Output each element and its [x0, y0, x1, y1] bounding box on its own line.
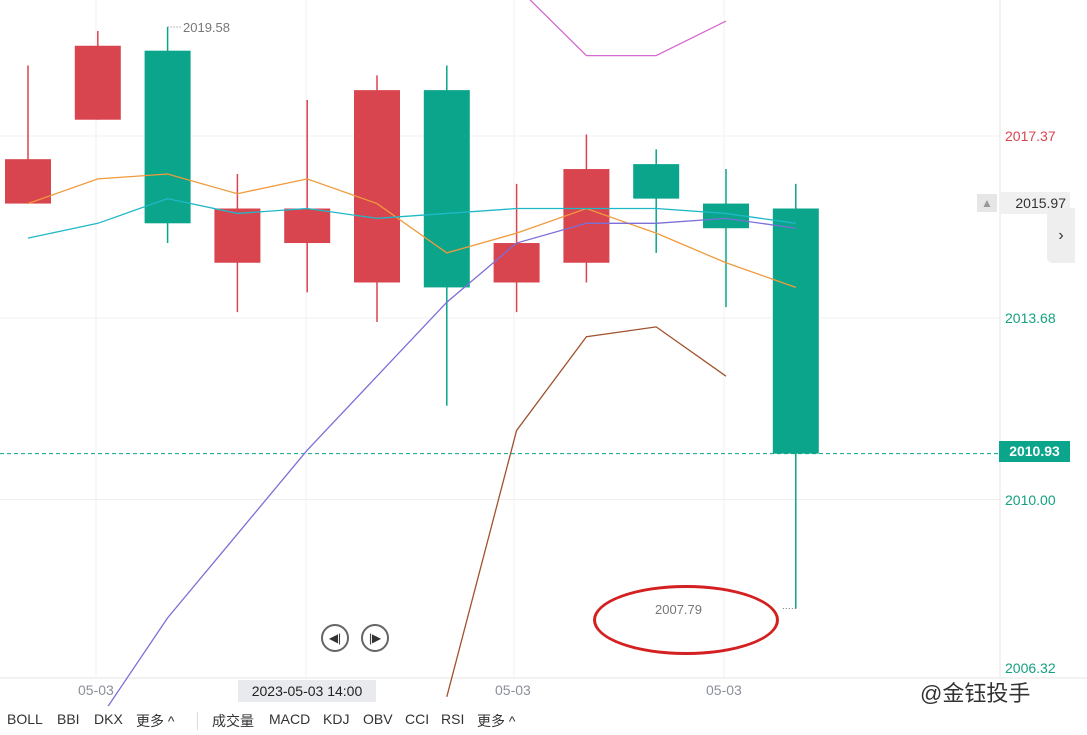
- candle-body: [5, 159, 51, 204]
- candle-body: [493, 243, 540, 283]
- candle-body: [633, 164, 680, 199]
- tab-more-sub[interactable]: 更多 ^: [477, 713, 516, 729]
- tab-cci[interactable]: CCI: [405, 711, 430, 727]
- tab-bbi[interactable]: BBI: [57, 711, 80, 727]
- skip-to-start-icon[interactable]: ◀|: [321, 624, 349, 652]
- candlestick-chart[interactable]: [0, 0, 1087, 706]
- time-label: 05-03: [495, 682, 531, 698]
- price-label-bottom: 2006.32: [1005, 660, 1056, 676]
- play-next-icon[interactable]: |▶: [361, 624, 389, 652]
- indicator-tab-bar: BOLL BBI DKX 更多 ^ 成交量 MACD KDJ OBV CCI R…: [0, 706, 1087, 735]
- price-label-high: 2017.37: [1005, 128, 1056, 144]
- tab-divider: [197, 712, 198, 730]
- indicator-line: [27, 197, 796, 239]
- price-label-mid: 2013.68: [1005, 310, 1056, 326]
- indicator-line: [446, 326, 727, 697]
- tab-macd[interactable]: MACD: [269, 711, 311, 727]
- tab-kdj[interactable]: KDJ: [323, 711, 350, 727]
- candle-body: [354, 90, 400, 283]
- annotation-circle: [593, 585, 779, 655]
- price-label-low: 2010.00: [1005, 492, 1056, 508]
- tab-rsi[interactable]: RSI: [441, 711, 465, 727]
- candle-body: [563, 169, 610, 263]
- time-label: 05-03: [78, 682, 114, 698]
- cursor-date-label: 2023-05-03 14:00: [238, 680, 376, 702]
- candle-body: [284, 208, 331, 244]
- high-marker-label: 2019.58: [183, 20, 230, 35]
- chevron-right-icon[interactable]: ›: [1047, 208, 1075, 263]
- tab-obv[interactable]: OBV: [363, 711, 393, 727]
- indicator-line: [107, 217, 796, 706]
- indicator-line: [529, 0, 727, 57]
- tab-more-main[interactable]: 更多 ^: [136, 713, 175, 729]
- candle-body: [214, 208, 261, 263]
- time-label: 05-03: [706, 682, 742, 698]
- tab-dkx[interactable]: DKX: [94, 711, 123, 727]
- watermark: @金钰投手: [920, 681, 1031, 706]
- indicator-line: [27, 173, 797, 289]
- candle-body: [74, 45, 121, 120]
- candle-body: [423, 90, 470, 288]
- bell-icon[interactable]: ▲: [977, 194, 997, 212]
- candle-body: [144, 50, 191, 224]
- tab-boll[interactable]: BOLL: [7, 711, 43, 727]
- tab-volume[interactable]: 成交量: [212, 713, 254, 729]
- candle-body: [772, 208, 819, 454]
- current-price-badge: 2010.93: [999, 441, 1070, 462]
